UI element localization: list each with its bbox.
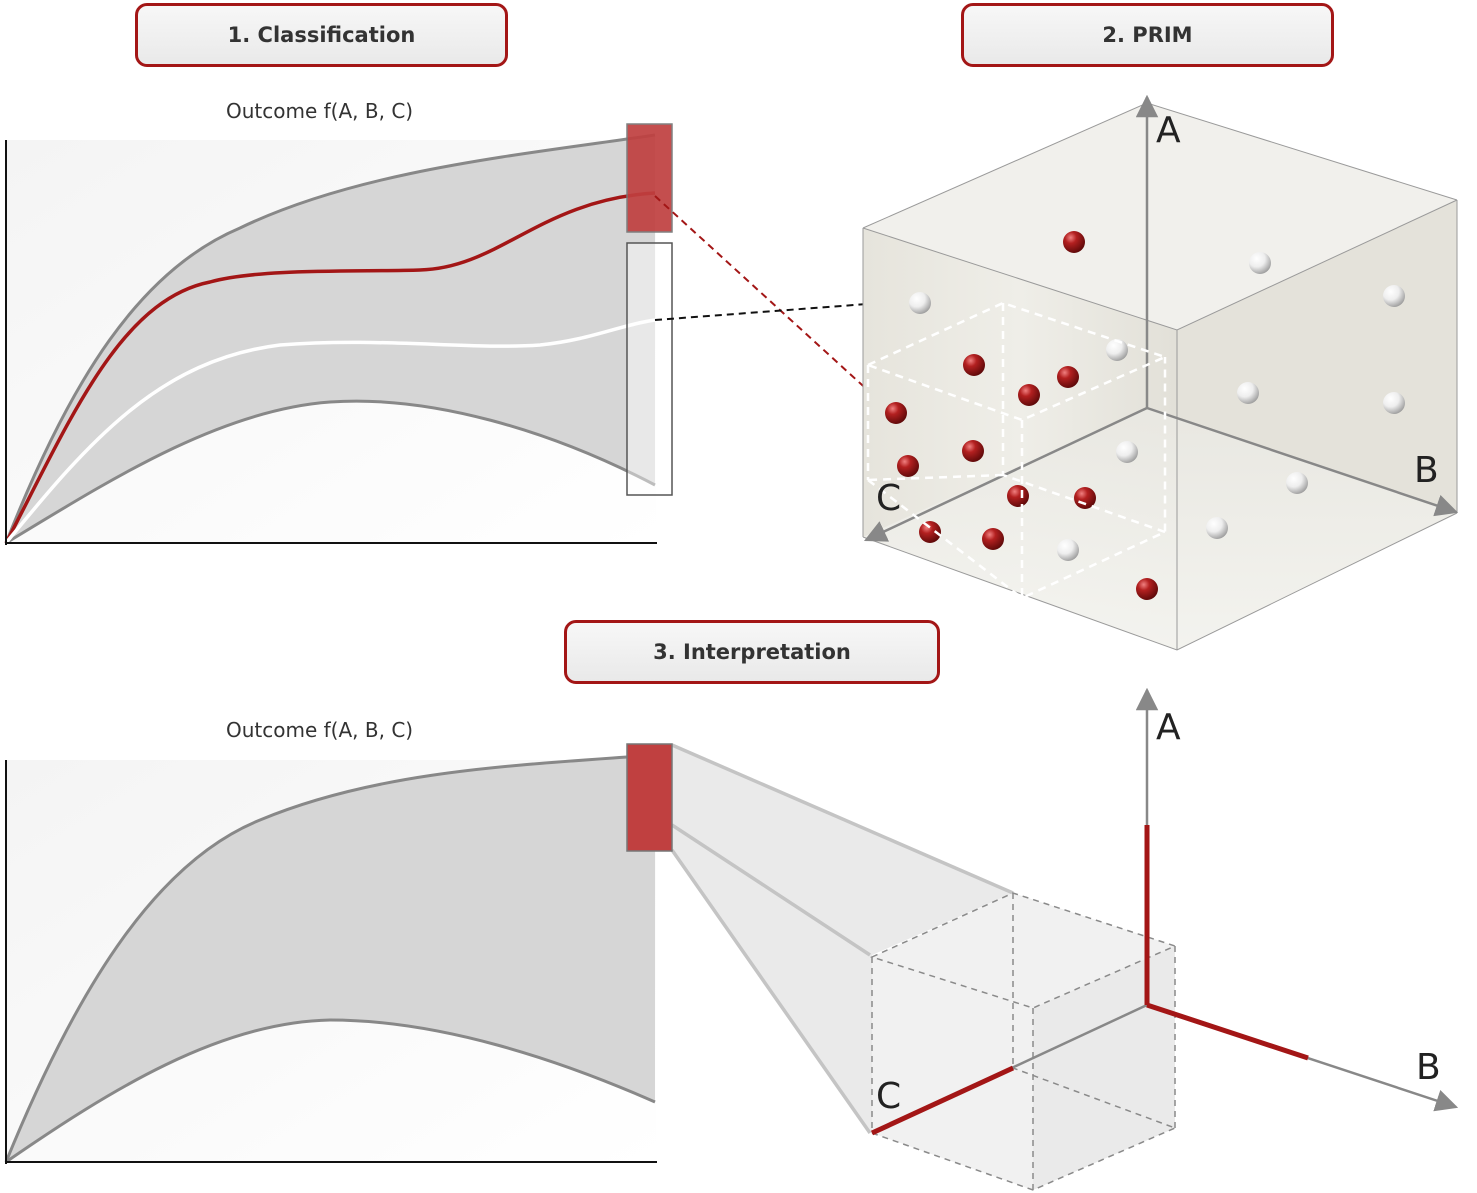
interpretation-chart — [4, 753, 657, 1164]
cube-axis-c-label: C — [876, 478, 902, 519]
black-mapping-arrow — [654, 295, 896, 321]
band-upper-edge — [4, 133, 656, 544]
cube-axis-b-label: B — [1414, 450, 1439, 491]
band-lower-edge — [5, 399, 656, 545]
interpretation-axes — [870, 687, 1459, 1136]
uncertainty-band-bottom — [6, 755, 655, 1162]
step-prim-label: 2. PRIM — [961, 3, 1334, 67]
red-mapping-arrow — [654, 195, 886, 407]
outcome-title-bottom: Outcome f(A, B, C) — [226, 718, 414, 742]
white-points — [909, 252, 1405, 561]
uncertainty-band — [6, 135, 655, 543]
range-c — [870, 1065, 1015, 1136]
cube-top-face — [863, 103, 1457, 330]
step-classification-label: 1. Classification — [135, 3, 508, 67]
axis-a-label: A — [1156, 707, 1181, 748]
prim-box — [864, 301, 1169, 600]
selected-class-box-bottom — [626, 743, 673, 852]
prim-cube — [862, 94, 1459, 651]
outcome-title-top: Outcome f(A, B, C) — [226, 99, 414, 123]
selected-class-box — [626, 123, 673, 233]
classification-chart — [4, 123, 673, 545]
red-points — [885, 231, 1158, 600]
other-class-box — [626, 242, 673, 496]
white-trajectory — [4, 318, 656, 545]
interpretation-box — [869, 892, 1178, 1191]
projection-lines — [670, 743, 1014, 1135]
range-b — [1146, 1002, 1309, 1061]
axis-c-label: C — [876, 1076, 902, 1117]
step-interpretation-label: 3. Interpretation — [564, 620, 940, 684]
red-trajectory — [4, 191, 656, 544]
axis-b-label: B — [1416, 1047, 1441, 1088]
cube-axis-c — [863, 406, 1148, 542]
band-upper-edge-bottom — [4, 753, 656, 1163]
cube-axis-a-label: A — [1156, 110, 1181, 151]
band-lower-edge-bottom — [5, 1018, 656, 1164]
cube-axis-b — [1146, 406, 1459, 517]
